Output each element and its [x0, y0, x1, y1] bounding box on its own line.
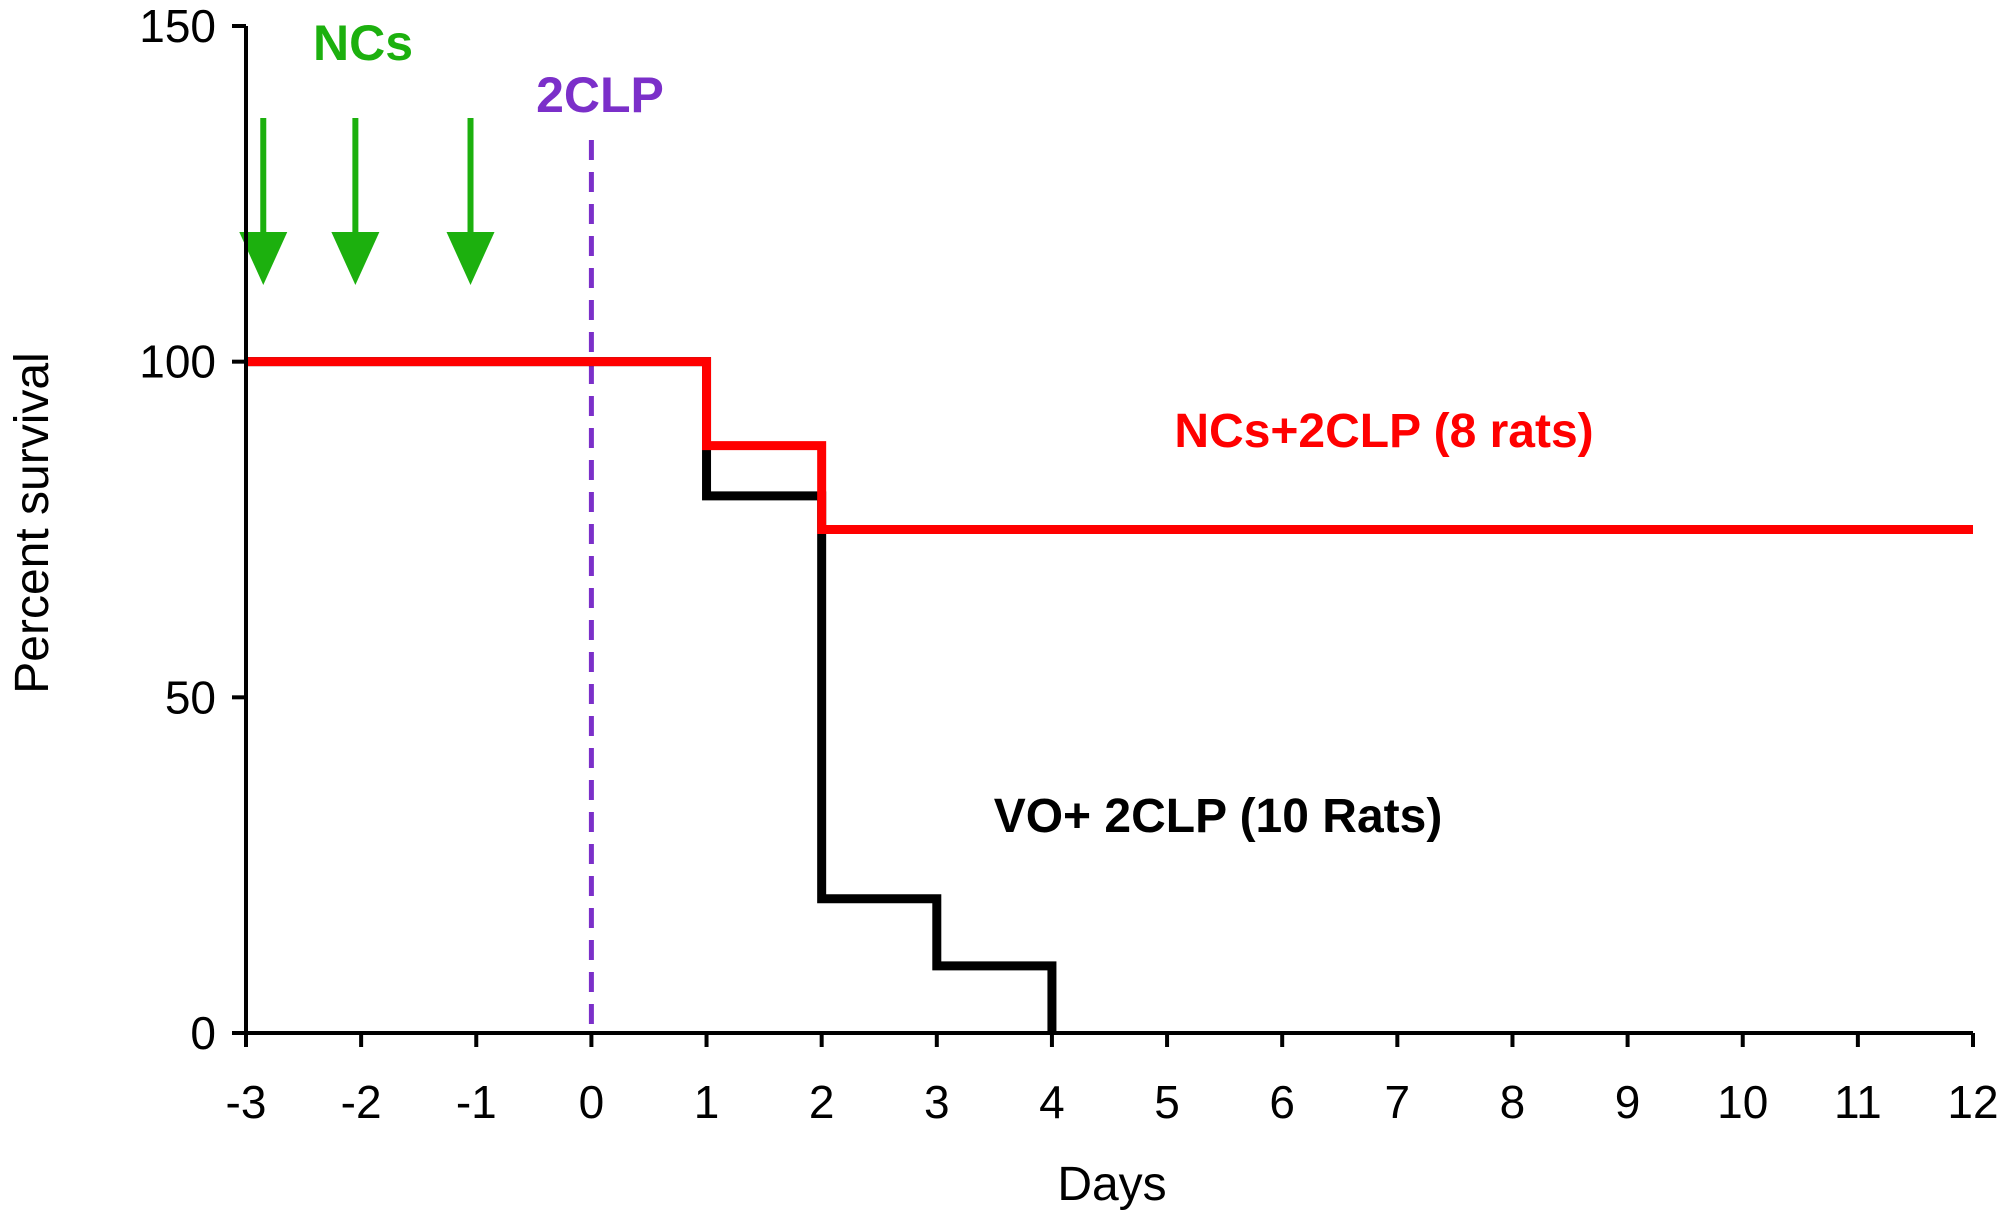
y-tick-label: 150	[139, 0, 216, 52]
x-tick-label: 9	[1615, 1076, 1641, 1128]
x-tick-label: -2	[341, 1076, 382, 1128]
x-tick-label: 10	[1717, 1076, 1768, 1128]
x-tick-label: 5	[1154, 1076, 1180, 1128]
y-axis-label: Percent survival	[6, 352, 59, 693]
x-tick-label: 4	[1039, 1076, 1065, 1128]
x-tick-label: 6	[1269, 1076, 1295, 1128]
series-line-1	[246, 357, 1057, 1033]
x-tick-label: 7	[1385, 1076, 1411, 1128]
clp-label: 2CLP	[536, 67, 664, 123]
x-tick-label: 8	[1500, 1076, 1526, 1128]
x-tick-label: -3	[226, 1076, 267, 1128]
ncs-label: NCs	[313, 15, 413, 71]
x-tick-label: 3	[924, 1076, 950, 1128]
series-line-0	[246, 357, 1973, 534]
legend-vo-2clp: VO+ 2CLP (10 Rats)	[994, 790, 1443, 843]
y-tick-label: 0	[190, 1007, 216, 1059]
ncs-arrow-head	[331, 232, 380, 285]
x-tick-label: 12	[1947, 1076, 1998, 1128]
legend-ncs-2clp: NCs+2CLP (8 rats)	[1174, 405, 1593, 458]
x-tick-label: -1	[456, 1076, 497, 1128]
ncs-arrow-head	[239, 232, 288, 285]
x-tick-label: 1	[694, 1076, 720, 1128]
y-tick-label: 50	[165, 671, 216, 723]
x-tick-label: 0	[579, 1076, 605, 1128]
x-axis-label: Days	[1057, 1158, 1166, 1211]
x-tick-label: 11	[1834, 1076, 1882, 1128]
y-tick-label: 100	[139, 336, 216, 388]
x-tick-label: 2	[809, 1076, 835, 1128]
series-layer	[239, 118, 1973, 1033]
ncs-arrow-head	[446, 232, 495, 285]
